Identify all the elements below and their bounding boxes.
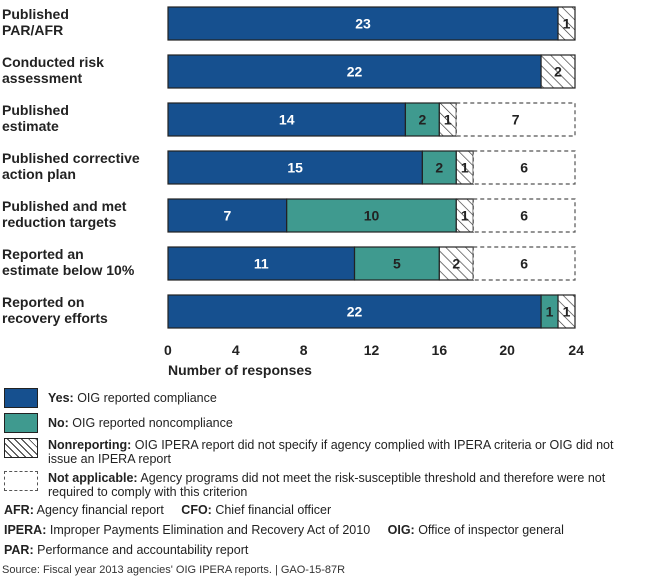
bar-segment-yes <box>167 198 288 233</box>
data-label-nonreporting: 2 <box>554 64 562 80</box>
data-label-no: 1 <box>546 304 554 320</box>
bar-segment-yes <box>167 102 407 137</box>
abbreviation-par: PAR: Performance and accountability repo… <box>4 543 249 557</box>
legend-swatch-nonreporting <box>4 438 38 458</box>
data-label-no: 2 <box>435 160 443 176</box>
data-label-yes: 11 <box>254 256 269 272</box>
x-tick-label: 8 <box>300 342 308 358</box>
legend-key-yes: Yes: <box>48 391 74 405</box>
legend-swatch-no <box>4 413 38 433</box>
x-tick-label: 12 <box>364 342 380 358</box>
legend: Yes: OIG reported compliance No: OIG rep… <box>4 388 644 504</box>
x-tick-label: 0 <box>164 342 172 358</box>
data-label-not_applicable: 6 <box>520 208 528 224</box>
legend-key-nonreporting: Nonreporting: <box>48 438 132 452</box>
data-label-yes: 15 <box>287 160 303 176</box>
abbreviations: AFR: Agency financial report CFO: Chief … <box>4 500 578 560</box>
legend-item-no: No: OIG reported noncompliance <box>4 413 644 433</box>
data-label-yes: 22 <box>347 64 363 80</box>
category-label: Reported an estimate below 10% <box>2 246 135 278</box>
bar-segment-no <box>353 246 440 281</box>
data-label-nonreporting: 1 <box>444 112 452 128</box>
bars-layer: 23 122 214 2 1 715 2 1 67 10 1 611 5 2 622 1 1 <box>167 6 576 329</box>
category-label: Conducted risk assessment <box>2 54 104 86</box>
data-label-nonreporting: 1 <box>563 16 571 32</box>
legend-key-no: No: <box>48 416 69 430</box>
x-axis-ticks: 0 4 8 12 16 20 24 <box>164 342 584 358</box>
legend-desc-no: OIG reported noncompliance <box>68 416 233 430</box>
data-label-nonreporting: 1 <box>461 160 469 176</box>
legend-item-yes: Yes: OIG reported compliance <box>4 388 644 408</box>
x-tick-label: 24 <box>568 342 584 358</box>
bar-segment-not_applicable <box>472 198 576 233</box>
bar-segment-yes <box>167 54 542 89</box>
category-label: Published estimate <box>2 102 69 134</box>
abbreviation-cfo: CFO: Chief financial officer <box>181 503 332 517</box>
data-label-yes: 22 <box>347 304 363 320</box>
x-axis-title: Number of responses <box>168 362 312 378</box>
legend-key-not-applicable: Not applicable: <box>48 471 138 485</box>
data-label-yes: 23 <box>355 16 371 32</box>
x-tick-label: 4 <box>232 342 240 358</box>
abbreviation-afr: AFR: Agency financial report <box>4 503 164 517</box>
bar-segment-nonreporting <box>557 6 576 41</box>
bar-segment-no <box>421 150 457 185</box>
category-label: Published and met reduction targets <box>2 198 127 230</box>
bar-segment-yes <box>167 246 356 281</box>
legend-desc-not-applicable: Agency programs did not meet the risk-su… <box>48 471 606 499</box>
bar-segment-no <box>286 198 457 233</box>
category-label: Published PAR/AFR <box>2 6 69 38</box>
legend-desc-yes: OIG reported compliance <box>73 391 217 405</box>
category-label: Reported on recovery efforts <box>2 294 108 326</box>
x-tick-label: 16 <box>432 342 448 358</box>
bar-segment-not_applicable <box>455 102 576 137</box>
data-label-not_applicable: 6 <box>520 160 528 176</box>
bar-segment-no <box>404 102 440 137</box>
category-label: Published corrective action plan <box>2 150 140 182</box>
data-label-not_applicable: 7 <box>512 112 520 128</box>
legend-desc-nonreporting: OIG IPERA report did not specify if agen… <box>48 438 614 466</box>
stacked-bar-chart: 23 122 214 2 1 715 2 1 67 10 1 611 5 2 622 1 1 Published… <box>2 6 584 378</box>
data-label-nonreporting: 1 <box>563 304 571 320</box>
bar-segment-yes <box>167 6 559 41</box>
x-tick-label: 20 <box>499 342 515 358</box>
source-note: Source: Fiscal year 2013 agencies' OIG I… <box>2 564 346 576</box>
legend-item-nonreporting: Nonreporting: OIG IPERA report did not s… <box>4 438 644 466</box>
data-label-nonreporting: 2 <box>452 256 460 272</box>
legend-swatch-yes <box>4 388 38 408</box>
bar-segment-not_applicable <box>472 246 576 281</box>
data-label-not_applicable: 6 <box>520 256 528 272</box>
bar-segment-nonreporting <box>438 246 474 281</box>
data-label-no: 10 <box>364 208 380 224</box>
data-label-nonreporting: 1 <box>461 208 469 224</box>
bar-segment-yes <box>167 150 423 185</box>
category-labels: Published PAR/AFR Conducted risk assessment… <box>2 6 140 326</box>
abbreviation-line: AFR: Agency financial report CFO: Chief … <box>4 500 578 520</box>
abbreviation-line: PAR: Performance and accountability repo… <box>4 540 578 560</box>
data-label-no: 5 <box>393 256 401 272</box>
legend-item-not-applicable: Not applicable: Agency programs did not … <box>4 471 644 499</box>
data-label-yes: 7 <box>223 208 231 224</box>
bar-segment-nonreporting <box>557 294 576 329</box>
abbreviation-oig: OIG: Office of inspector general <box>387 523 564 537</box>
bar-segment-nonreporting <box>540 54 576 89</box>
legend-swatch-not-applicable <box>4 471 38 491</box>
bar-segment-not_applicable <box>472 150 576 185</box>
abbreviation-line: IPERA: Improper Payments Elimination and… <box>4 520 578 540</box>
data-label-yes: 14 <box>279 112 295 128</box>
abbreviation-ipera: IPERA: Improper Payments Elimination and… <box>4 523 371 537</box>
data-label-no: 2 <box>418 112 426 128</box>
